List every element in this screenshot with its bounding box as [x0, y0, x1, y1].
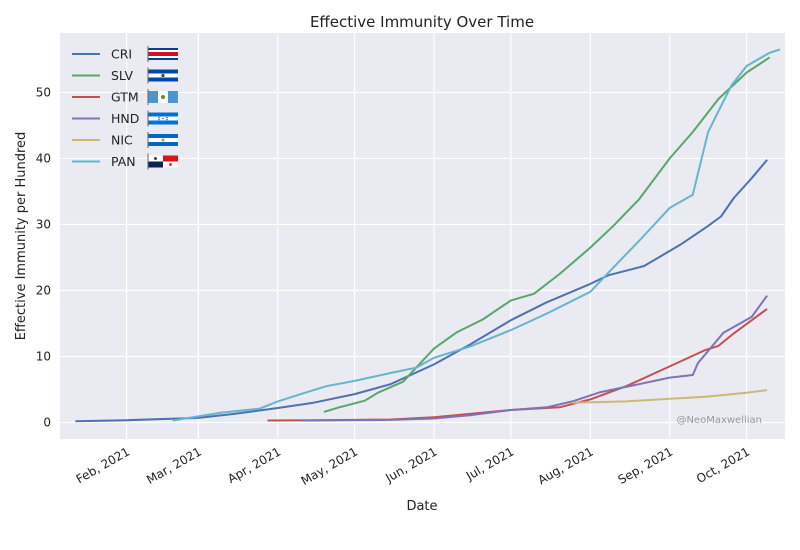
x-tick-label: Jul, 2021 [463, 444, 516, 483]
guatemala-flag-icon [147, 89, 178, 105]
y-tick-label: 20 [36, 283, 51, 297]
nicaragua-flag-icon [147, 132, 178, 148]
series-line-hnd [300, 295, 768, 422]
x-tick-label: Mar, 2021 [144, 444, 204, 487]
y-tick-label: 10 [36, 349, 51, 363]
legend-label-nic: NIC [111, 133, 133, 148]
legend-label-cri: CRI [111, 47, 132, 62]
legend-label-pan: PAN [111, 154, 136, 169]
legend-label-gtm: GTM [111, 90, 139, 105]
y-tick-label: 30 [36, 217, 51, 231]
series-line-slv [323, 56, 771, 413]
x-tick-label: Aug, 2021 [535, 444, 595, 487]
series-line-pan [172, 48, 781, 422]
honduras-flag-icon [147, 110, 178, 127]
costa-rica-flag-icon [147, 46, 178, 62]
panama-flag-icon [147, 153, 178, 170]
grid [60, 33, 785, 439]
x-tick-labels: Feb, 2021 Mar, 2021 Apr, 2021 May, 2021 Jun,… [74, 444, 752, 488]
y-tick-label: 50 [36, 85, 51, 99]
legend-label-hnd: HND [111, 111, 139, 126]
x-tick-label: Apr, 2021 [225, 444, 283, 486]
x-tick-label: Jun, 2021 [382, 444, 439, 485]
y-tick-label: 0 [43, 415, 51, 429]
y-tick-label: 40 [36, 151, 51, 165]
x-tick-label: Feb, 2021 [74, 444, 132, 486]
x-tick-label: May, 2021 [299, 444, 361, 488]
series-lines [75, 48, 781, 423]
x-axis-label: Date [406, 499, 437, 514]
legend-label-slv: SLV [111, 68, 134, 83]
x-tick-label: Oct, 2021 [694, 444, 752, 486]
watermark: @NeoMaxwellian [676, 415, 762, 426]
y-tick-labels: 0 10 20 30 40 50 [36, 85, 51, 429]
x-tick-label: Sep, 2021 [616, 444, 676, 487]
series-line-nic [572, 389, 768, 404]
y-axis-label: Effective Immunity per Hundred [14, 132, 29, 341]
plot-area [60, 33, 785, 439]
series-line-cri [75, 159, 768, 423]
chart-title: Effective Immunity Over Time [310, 13, 534, 31]
legend: CRI SLV GTM HND NIC PAN [72, 46, 178, 170]
el-salvador-flag-icon [147, 67, 178, 84]
